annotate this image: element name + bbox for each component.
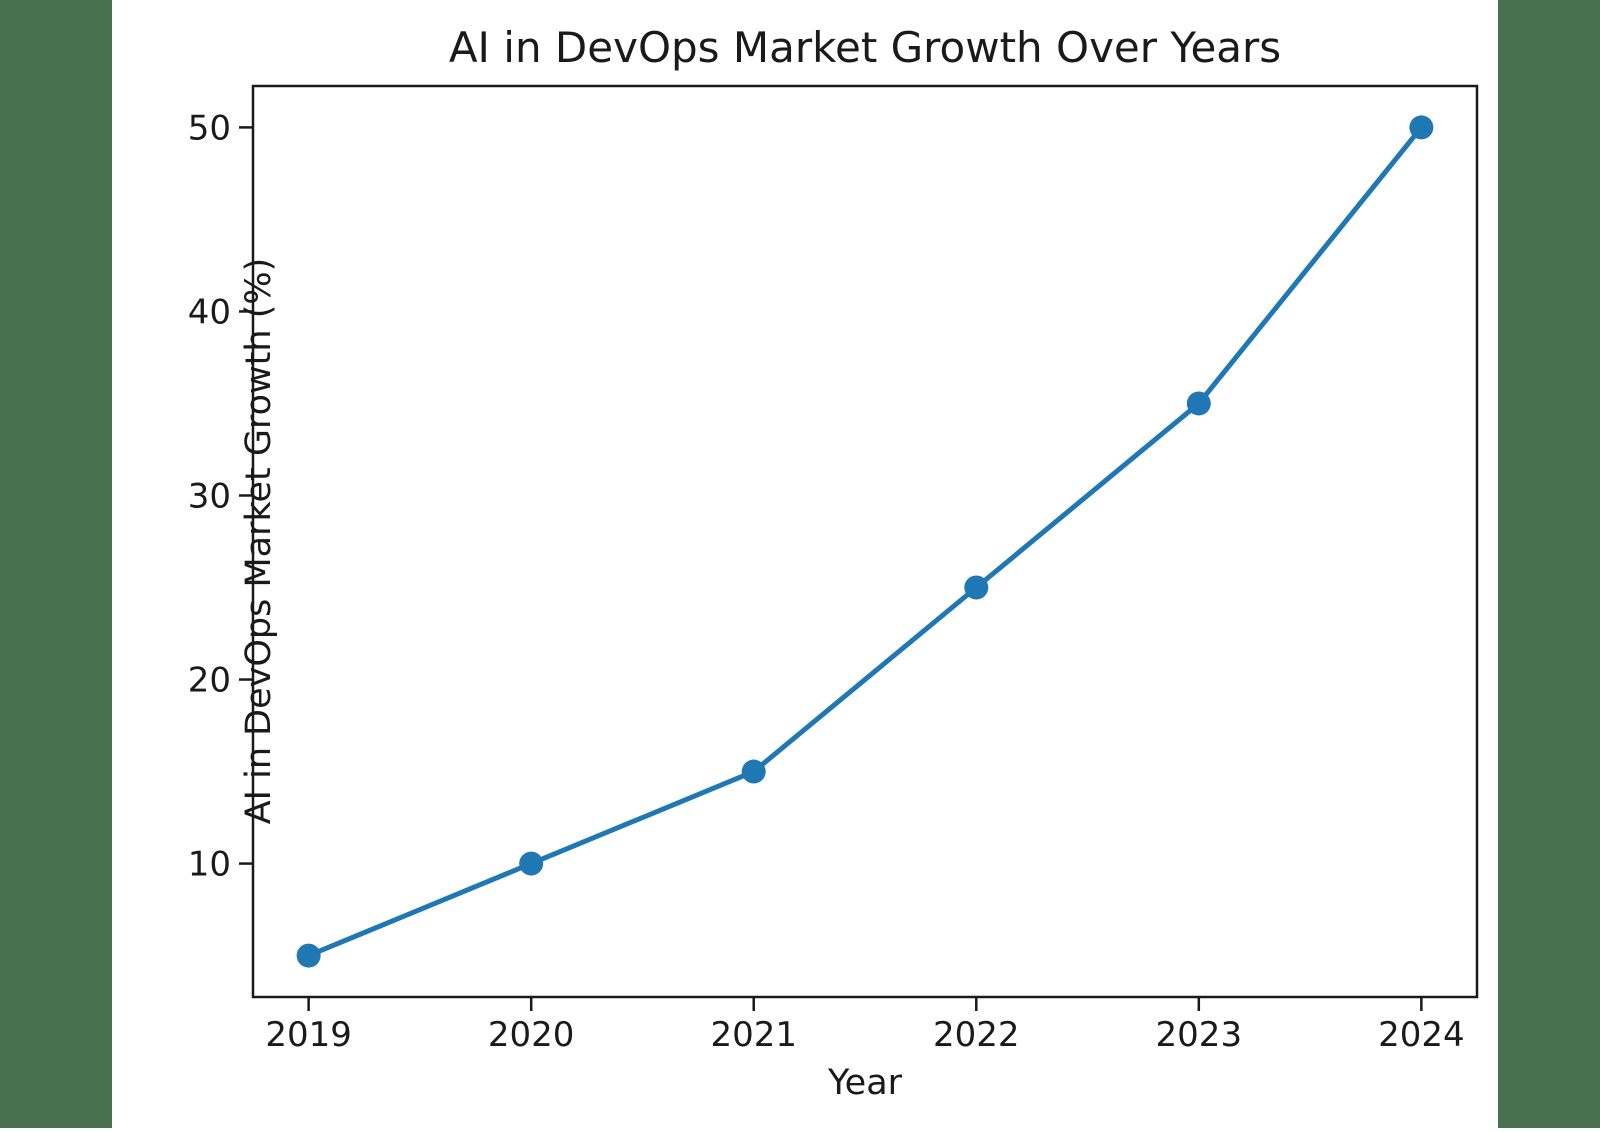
x-axis-label: Year	[827, 1063, 903, 1103]
x-tick-label: 2019	[265, 1015, 352, 1055]
data-line	[306, 124, 1424, 959]
y-tick-label: 20	[188, 661, 231, 701]
line-chart: AI in DevOps Market Growth Over Years Ye…	[188, 23, 1479, 1103]
chart-title: AI in DevOps Market Growth Over Years	[449, 23, 1281, 72]
y-tick-label: 40	[188, 292, 231, 332]
data-point	[519, 851, 544, 876]
x-tick-label: 2021	[710, 1015, 797, 1055]
y-tick-label: 30	[188, 476, 231, 516]
data-point	[296, 943, 321, 968]
x-tick-label: 2022	[933, 1015, 1020, 1055]
x-tick-label: 2023	[1156, 1015, 1243, 1055]
x-tick-label: 2024	[1378, 1015, 1465, 1055]
y-tick-label: 50	[188, 108, 231, 148]
chart-figure: AI in DevOps Market Growth Over Years Ye…	[112, 0, 1498, 1128]
x-tick-label: 2020	[488, 1015, 575, 1055]
data-point	[964, 575, 989, 600]
data-point	[1409, 115, 1434, 140]
plot-area: 10 20 30 40 50 2019 2020 2021 2022 2023 2024	[188, 84, 1479, 1055]
y-axis-label: AI in DevOps Market Growth (%)	[239, 258, 279, 825]
data-point	[741, 759, 766, 784]
axes-spines	[251, 84, 1479, 999]
y-tick-label: 10	[188, 845, 231, 885]
data-point	[1186, 391, 1211, 416]
